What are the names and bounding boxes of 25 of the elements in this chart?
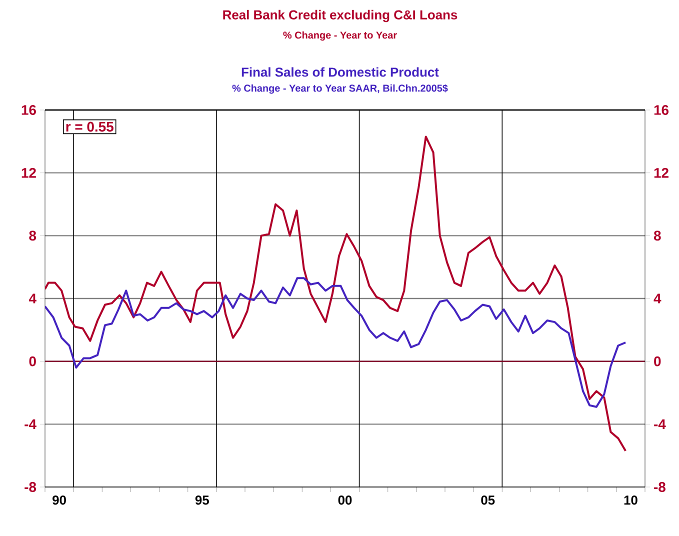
y-tick-label: 8 xyxy=(29,230,36,241)
x-tick-label: 90 xyxy=(52,496,66,505)
y-tick-label: 0 xyxy=(29,356,36,366)
text: % Change - Year to Year SAAR, Bil.Chn.2005$ xyxy=(232,84,448,94)
y2-tick-label: 4 xyxy=(654,294,662,304)
y2-tick-label: 8 xyxy=(654,230,661,241)
y2-tick-label: -4 xyxy=(654,419,666,429)
y2-tick-label: 16 xyxy=(654,105,669,115)
text: % Change - Year to Year xyxy=(283,31,397,41)
y2-tick-label: 0 xyxy=(654,356,661,366)
line-series xyxy=(45,277,627,408)
text: Real Bank Credit excluding C&I Loans xyxy=(223,10,458,22)
y-tick-label: -8 xyxy=(24,482,36,492)
y-tick-label: 12 xyxy=(22,168,36,178)
y-tick-label: 16 xyxy=(22,105,36,115)
y-tick-label: 4 xyxy=(28,294,36,304)
y2-tick-label: 12 xyxy=(654,168,668,178)
x-tick-label: 95 xyxy=(195,496,209,505)
annotation: r = 0.55 xyxy=(66,122,114,132)
text: Final Sales of Domestic Product xyxy=(242,67,439,77)
x-tick-label: 00 xyxy=(338,496,352,505)
y2-tick-label: -8 xyxy=(654,482,666,492)
x-tick-label: 05 xyxy=(481,496,495,505)
x-tick-label: 10 xyxy=(624,496,638,505)
y-tick-label: -4 xyxy=(24,419,36,429)
